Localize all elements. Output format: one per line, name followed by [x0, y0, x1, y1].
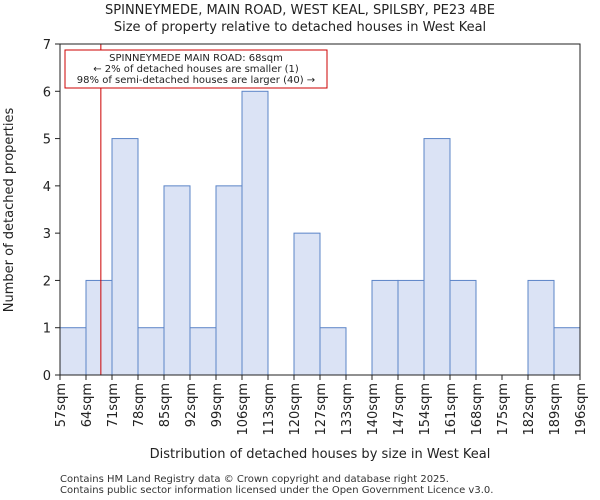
- x-tick-label: 189sqm: [548, 383, 563, 436]
- bar-140sqm: [371, 279, 399, 376]
- x-tick-label: 147sqm: [392, 383, 407, 436]
- annotation-line-2: ← 2% of detached houses are smaller (1): [93, 64, 299, 75]
- annotation-line-1: SPINNEYMEDE MAIN ROAD: 68sqm: [109, 53, 283, 64]
- x-tick-label: 182sqm: [522, 383, 537, 436]
- annotation-line-3: 98% of semi-detached houses are larger (…: [77, 75, 315, 86]
- x-tick-label: 168sqm: [470, 383, 485, 436]
- x-tick-label: 196sqm: [574, 383, 589, 436]
- bar-92sqm: [189, 327, 217, 376]
- y-tick-label: 0: [43, 369, 51, 384]
- bar-182sqm: [527, 279, 555, 376]
- bar-120sqm: [293, 232, 321, 376]
- x-tick-label: 78sqm: [132, 383, 147, 427]
- y-tick-label: 3: [43, 227, 51, 242]
- x-tick-label: 57sqm: [54, 383, 69, 427]
- x-tick-label: 64sqm: [80, 383, 95, 427]
- bar-161sqm: [449, 279, 477, 376]
- x-tick-label: 127sqm: [314, 383, 329, 436]
- footer-line-2: Contains public sector information licen…: [60, 485, 494, 496]
- x-tick-label: 140sqm: [366, 383, 381, 436]
- x-tick-label: 175sqm: [496, 383, 511, 436]
- bar-78sqm: [137, 327, 165, 376]
- x-tick-label: 154sqm: [418, 383, 433, 436]
- bar-64sqm: [85, 279, 113, 376]
- x-tick-label: 133sqm: [340, 383, 355, 436]
- x-tick-label: 85sqm: [158, 383, 173, 427]
- x-tick-label: 92sqm: [184, 383, 199, 427]
- x-tick-label: 99sqm: [210, 383, 225, 427]
- bar-154sqm: [423, 138, 451, 376]
- x-tick-label: 120sqm: [288, 383, 303, 436]
- y-tick-label: 6: [43, 85, 51, 100]
- bar-85sqm: [163, 185, 191, 376]
- footer-line-1: Contains HM Land Registry data © Crown c…: [60, 474, 449, 485]
- bar-147sqm: [397, 279, 425, 376]
- y-tick-label: 1: [43, 322, 51, 337]
- x-tick-label: 161sqm: [444, 383, 459, 436]
- x-axis-label: Distribution of detached houses by size …: [150, 447, 491, 462]
- x-tick-label: 113sqm: [262, 383, 277, 436]
- bar-57sqm: [59, 327, 87, 376]
- y-tick-label: 7: [43, 38, 51, 53]
- bar-127sqm: [319, 327, 347, 376]
- bar-106sqm: [241, 90, 269, 376]
- y-tick-label: 4: [43, 180, 51, 195]
- x-tick-label: 106sqm: [236, 383, 251, 436]
- y-tick-label: 5: [43, 133, 51, 148]
- chart-subtitle: Size of property relative to detached ho…: [114, 20, 486, 35]
- chart-title: SPINNEYMEDE, MAIN ROAD, WEST KEAL, SPILS…: [105, 3, 495, 18]
- x-tick-label: 71sqm: [106, 383, 121, 427]
- bar-189sqm: [553, 327, 581, 376]
- annotation-box: [64, 49, 328, 89]
- y-axis-label: Number of detached properties: [2, 108, 17, 313]
- y-tick-label: 2: [43, 274, 51, 289]
- bar-71sqm: [111, 138, 139, 376]
- plot-frame: [59, 43, 581, 376]
- bar-99sqm: [215, 185, 243, 376]
